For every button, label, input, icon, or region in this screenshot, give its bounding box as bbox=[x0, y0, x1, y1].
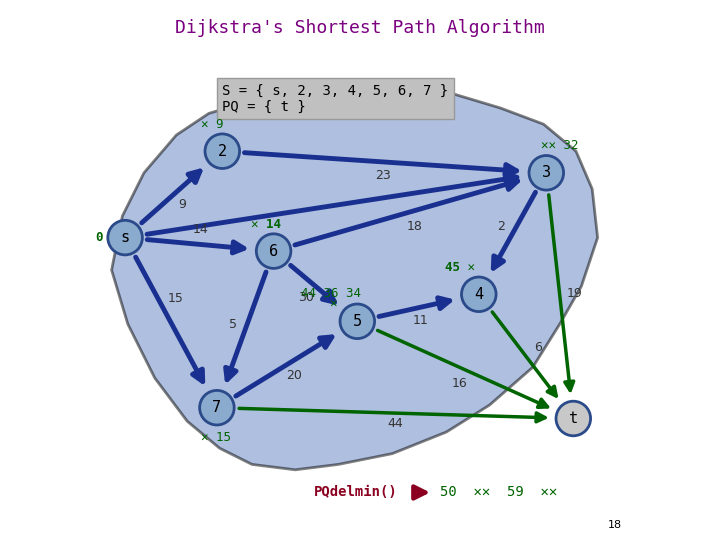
Text: 23: 23 bbox=[376, 169, 391, 182]
Text: ✕ 9: ✕ 9 bbox=[201, 118, 223, 131]
Text: 9: 9 bbox=[179, 198, 186, 211]
Text: s: s bbox=[120, 230, 130, 245]
Text: 44 36 34: 44 36 34 bbox=[301, 287, 361, 300]
Circle shape bbox=[108, 220, 143, 255]
Text: 2: 2 bbox=[497, 220, 505, 233]
Text: 18: 18 bbox=[406, 220, 422, 233]
Circle shape bbox=[556, 401, 590, 436]
Text: 4: 4 bbox=[474, 287, 483, 302]
Text: 5: 5 bbox=[353, 314, 362, 329]
Text: 15: 15 bbox=[167, 292, 183, 305]
Text: 7: 7 bbox=[212, 400, 222, 415]
Text: 6: 6 bbox=[269, 244, 278, 259]
Circle shape bbox=[529, 156, 564, 190]
Text: 14: 14 bbox=[193, 223, 209, 236]
Text: ✕✕ 32: ✕✕ 32 bbox=[541, 139, 578, 152]
Text: PQdelmin(): PQdelmin() bbox=[314, 485, 398, 500]
Text: 50  ✕✕  59  ✕✕: 50 ✕✕ 59 ✕✕ bbox=[440, 485, 557, 500]
Text: t: t bbox=[569, 411, 578, 426]
Text: S = { s, 2, 3, 4, 5, 6, 7 }
PQ = { t }: S = { s, 2, 3, 4, 5, 6, 7 } PQ = { t } bbox=[222, 84, 449, 114]
Text: 2: 2 bbox=[217, 144, 227, 159]
Text: 44: 44 bbox=[387, 417, 402, 430]
Text: 18: 18 bbox=[608, 520, 622, 530]
Text: 20: 20 bbox=[287, 369, 302, 382]
Text: 45 ✕: 45 ✕ bbox=[445, 261, 475, 274]
Circle shape bbox=[205, 134, 240, 168]
Text: Dijkstra's Shortest Path Algorithm: Dijkstra's Shortest Path Algorithm bbox=[175, 19, 545, 37]
Text: ✕: ✕ bbox=[329, 298, 337, 310]
Text: 30: 30 bbox=[298, 291, 314, 304]
Circle shape bbox=[462, 277, 496, 312]
Text: 0: 0 bbox=[95, 231, 103, 244]
Text: 11: 11 bbox=[413, 314, 429, 327]
Text: ✕ 15: ✕ 15 bbox=[201, 431, 230, 444]
Text: 3: 3 bbox=[541, 165, 551, 180]
Text: 16: 16 bbox=[451, 377, 467, 390]
Text: 5: 5 bbox=[228, 318, 237, 332]
Text: 19: 19 bbox=[567, 287, 582, 300]
Circle shape bbox=[340, 304, 374, 339]
Text: 6: 6 bbox=[534, 341, 542, 354]
Circle shape bbox=[256, 234, 291, 268]
Polygon shape bbox=[112, 86, 598, 470]
Circle shape bbox=[199, 390, 234, 425]
Text: ✕ 14: ✕ 14 bbox=[251, 218, 281, 231]
